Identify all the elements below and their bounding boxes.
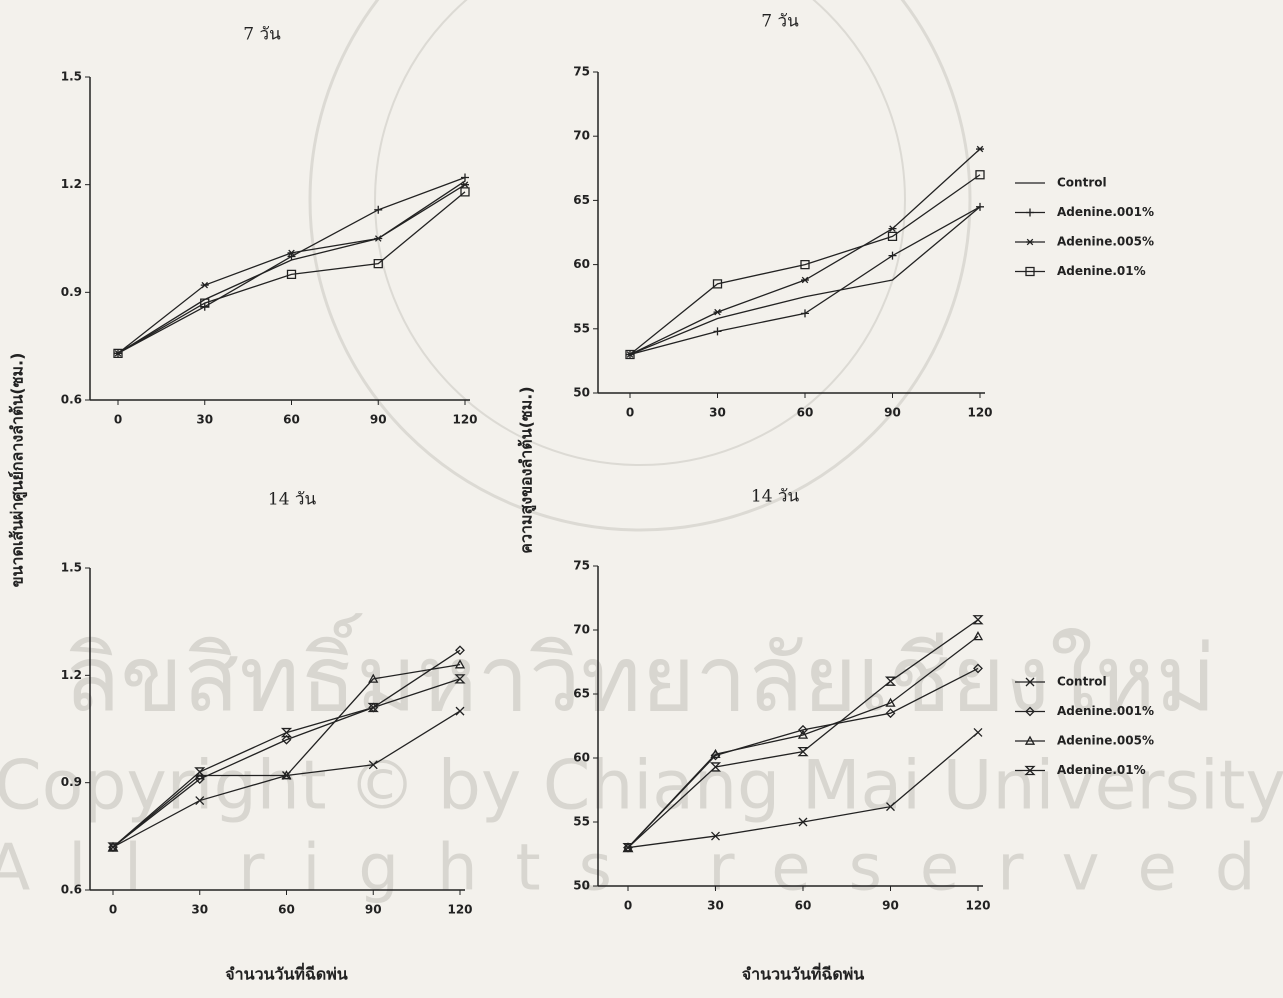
- legend-marker: [1026, 239, 1034, 245]
- x-tick-label: 60: [278, 903, 295, 917]
- marker: [976, 146, 984, 152]
- chart-title: 14 วัน: [268, 490, 317, 510]
- marker: [889, 226, 897, 232]
- y-tick-label: 60: [573, 751, 590, 765]
- chart-title: 7 วัน: [761, 12, 799, 32]
- series-line: [630, 149, 980, 354]
- x-tick-label: 30: [709, 406, 726, 420]
- y-tick-label: 55: [573, 321, 590, 335]
- x-tick-label: 0: [624, 899, 632, 913]
- x-tick-label: 90: [365, 903, 382, 917]
- y-tick-label: 0.9: [61, 285, 82, 299]
- x-tick-label: 30: [196, 413, 213, 427]
- x-axis-label: จำนวนวันที่ฉีดพ่น: [225, 963, 348, 984]
- y-axis-label: ขนาดเส้นผ่าศูนย์กลางลำต้น(ซม.): [8, 353, 29, 588]
- marker: [461, 182, 469, 188]
- x-tick-label: 120: [967, 406, 992, 420]
- legend-label: Control: [1057, 176, 1107, 190]
- x-tick-label: 0: [109, 903, 117, 917]
- x-tick-label: 90: [882, 899, 899, 913]
- marker: [201, 282, 209, 288]
- x-axis-label: จำนวนวันที่ฉีดพ่น: [742, 963, 865, 984]
- y-tick-label: 70: [573, 623, 590, 637]
- y-tick-label: 55: [573, 815, 590, 829]
- x-tick-label: 60: [795, 899, 812, 913]
- y-tick-label: 0.6: [61, 393, 82, 407]
- series-line: [118, 181, 465, 353]
- x-tick-label: 120: [965, 899, 990, 913]
- legend-label: Adenine.01%: [1057, 264, 1146, 278]
- chart-title: 7 วัน: [243, 25, 281, 45]
- series-line: [118, 185, 465, 354]
- marker: [801, 309, 809, 317]
- watermark-text: Copyright © by Chiang Mai University: [0, 747, 1283, 826]
- series-line: [630, 175, 980, 355]
- y-tick-label: 1.5: [61, 70, 82, 84]
- seal-ring: [375, 0, 905, 465]
- marker: [974, 616, 982, 624]
- y-tick-label: 1.2: [61, 668, 82, 682]
- y-tick-label: 50: [573, 879, 590, 893]
- y-tick-label: 65: [573, 687, 590, 701]
- x-tick-label: 30: [191, 903, 208, 917]
- y-tick-label: 60: [573, 257, 590, 271]
- x-tick-label: 60: [797, 406, 814, 420]
- legend-label: Adenine.01%: [1057, 763, 1146, 777]
- x-tick-label: 90: [370, 413, 387, 427]
- x-tick-label: 120: [447, 903, 472, 917]
- legend-label: Adenine.001%: [1057, 205, 1154, 219]
- x-tick-label: 90: [884, 406, 901, 420]
- y-tick-label: 70: [573, 129, 590, 143]
- page: ลิขสิทธิ์มหาวิทยาลัยเชียงใหม่ Copyright …: [0, 0, 1283, 998]
- y-tick-label: 0.9: [61, 775, 82, 789]
- y-tick-label: 65: [573, 193, 590, 207]
- x-tick-label: 120: [452, 413, 477, 427]
- marker: [461, 173, 469, 181]
- x-tick-label: 60: [283, 413, 300, 427]
- x-tick-label: 0: [626, 406, 634, 420]
- legend-marker: [1026, 209, 1034, 217]
- y-tick-label: 50: [573, 386, 590, 400]
- x-tick-label: 30: [707, 899, 724, 913]
- marker: [801, 277, 809, 283]
- chart-title: 14 วัน: [751, 487, 800, 507]
- seal-ring: [310, 0, 970, 530]
- marker: [889, 252, 897, 260]
- watermark-text: All rights reserved: [0, 832, 1283, 906]
- legend-label: Adenine.005%: [1057, 235, 1154, 249]
- y-axis-label: ความสูงของลำต้น(ซม.): [517, 386, 538, 553]
- marker: [714, 309, 722, 315]
- y-tick-label: 0.6: [61, 883, 82, 897]
- legend-label: Adenine.005%: [1057, 734, 1154, 748]
- x-tick-label: 0: [114, 413, 122, 427]
- y-tick-label: 75: [573, 65, 590, 79]
- series-line: [118, 177, 465, 353]
- y-tick-label: 1.2: [61, 177, 82, 191]
- legend-label: Adenine.001%: [1057, 704, 1154, 718]
- marker: [714, 327, 722, 335]
- y-tick-label: 75: [573, 559, 590, 573]
- watermark-text: ลิขสิทธิ์มหาวิทยาลัยเชียงใหม่: [64, 612, 1216, 732]
- legend-label: Control: [1057, 675, 1107, 689]
- y-tick-label: 1.5: [61, 561, 82, 575]
